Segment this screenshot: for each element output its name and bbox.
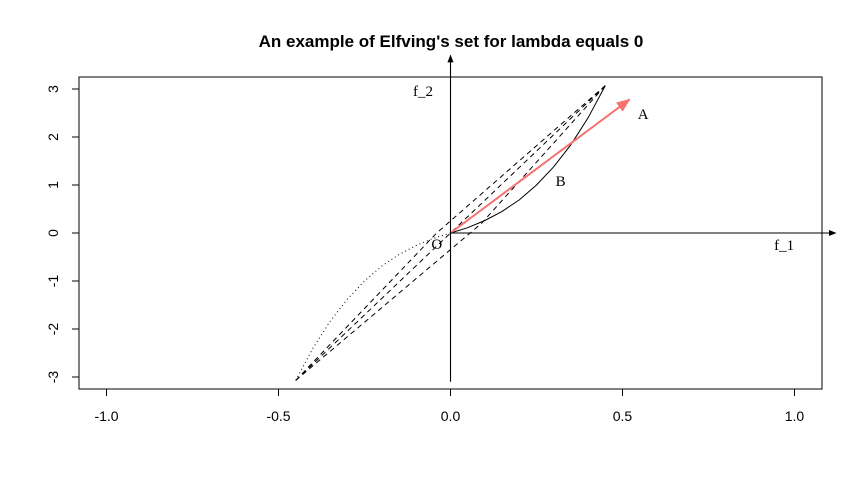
series-arrow-5 bbox=[449, 98, 631, 234]
x-tick-label: 0.5 bbox=[613, 408, 633, 424]
axis-f1-label: f_1 bbox=[774, 238, 794, 254]
series-dashed-4 bbox=[295, 85, 606, 381]
y-tick-label: 1 bbox=[45, 181, 61, 189]
x-tick-label: -1.0 bbox=[94, 408, 118, 424]
series-solid-0 bbox=[450, 85, 606, 234]
x-tick-label: 0.0 bbox=[441, 408, 461, 424]
x-axis: -1.0 -0.5 0.0 0.5 1.0 bbox=[94, 388, 805, 424]
annotation-A: A bbox=[638, 107, 649, 123]
y-tick-label: 3 bbox=[45, 85, 61, 93]
series-dashed-3 bbox=[295, 85, 606, 381]
y-tick-label: -2 bbox=[45, 323, 61, 336]
series-dotted-1 bbox=[295, 232, 451, 381]
chart-title: An example of Elfving's set for lambda e… bbox=[259, 32, 644, 51]
y-tick-label: -1 bbox=[45, 275, 61, 288]
annotation-O: O bbox=[431, 237, 442, 253]
annotations: O A B bbox=[431, 107, 648, 253]
series-layer bbox=[295, 85, 631, 381]
x-tick-label: 1.0 bbox=[785, 408, 805, 424]
reference-axes: f_1 f_2 bbox=[413, 54, 837, 382]
y-axis: -3 -2 -1 0 1 2 3 bbox=[45, 85, 80, 384]
axis-f2-label: f_2 bbox=[413, 84, 433, 100]
y-tick-label: 0 bbox=[45, 229, 61, 237]
y-tick-label: -3 bbox=[45, 371, 61, 384]
x-tick-label: -0.5 bbox=[266, 408, 290, 424]
annotation-B: B bbox=[556, 174, 566, 190]
y-tick-label: 2 bbox=[45, 133, 61, 141]
